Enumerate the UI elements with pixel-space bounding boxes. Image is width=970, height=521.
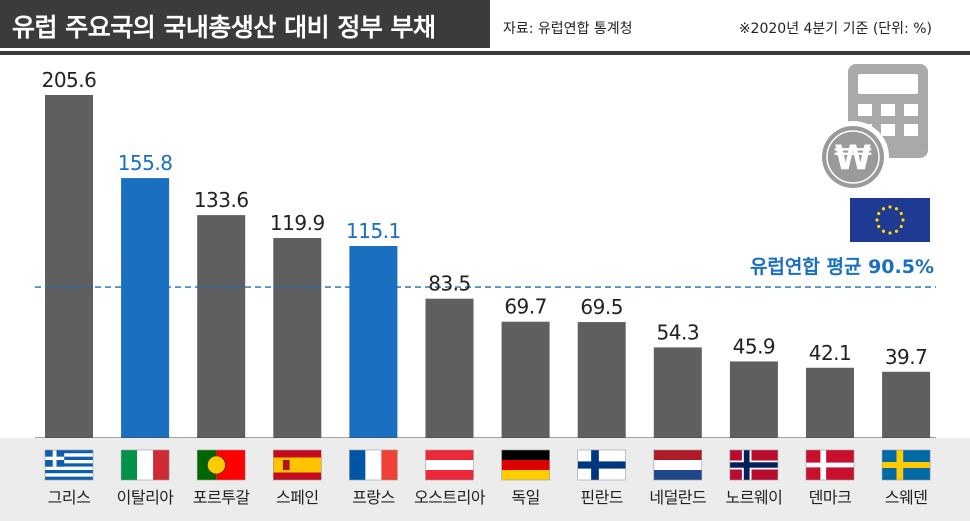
unit-note: ※2020년 4분기 기준 (단위: %)	[738, 21, 932, 37]
category-label: 독일	[511, 488, 539, 507]
eu-flag-icon	[850, 198, 930, 242]
category-label: 네덜란드	[649, 488, 706, 507]
greece-flag-icon	[44, 449, 94, 481]
italy-flag-icon	[120, 449, 170, 481]
category-label: 핀란드	[580, 488, 623, 507]
bar	[425, 298, 474, 438]
bar	[653, 347, 702, 438]
source-text: 자료: 유럽연합 통계청	[503, 21, 633, 37]
spain-flag-icon	[272, 449, 322, 481]
category-label: 프랑스	[352, 488, 395, 507]
bar	[121, 178, 170, 438]
netherlands-flag-icon	[653, 449, 703, 481]
category-label: 노르웨이	[725, 488, 782, 507]
header-rule	[0, 51, 970, 55]
data-label: 45.9	[733, 334, 776, 358]
category-label: 스페인	[276, 488, 319, 507]
category-label: 오스트리아	[414, 488, 486, 507]
won-coin-icon: ₩	[817, 121, 889, 193]
data-label: 42.1	[809, 341, 852, 365]
bar	[882, 371, 931, 438]
category-label: 이탈리아	[117, 488, 175, 507]
finland-flag-icon	[577, 449, 627, 481]
average-label: 유럽연합 평균 90.5%	[750, 256, 934, 278]
average-name: 유럽연합 평균	[750, 256, 868, 278]
data-label: 133.6	[194, 188, 249, 212]
austria-flag-icon	[425, 449, 474, 481]
category-label: 그리스	[48, 488, 91, 507]
data-label: 119.9	[270, 211, 325, 235]
category-label: 덴마크	[809, 488, 852, 507]
svg-text:₩: ₩	[834, 138, 872, 178]
data-label: 155.8	[118, 151, 173, 175]
data-label: 39.7	[885, 345, 928, 369]
data-label: 83.5	[428, 272, 471, 296]
bar	[806, 367, 854, 438]
category-label: 포르투갈	[193, 488, 251, 507]
category-label: 스웨덴	[885, 488, 928, 507]
france-flag-icon	[349, 449, 398, 481]
norway-flag-icon	[729, 449, 779, 481]
sweden-flag-icon	[881, 449, 931, 481]
data-label: 115.1	[346, 219, 401, 243]
data-label: 69.7	[504, 295, 547, 319]
bar	[577, 322, 626, 438]
title-banner: 유럽 주요국의 국내총생산 대비 정부 부채	[0, 0, 490, 48]
bar	[273, 237, 322, 438]
germany-flag-icon	[501, 449, 550, 481]
bar	[349, 245, 398, 438]
data-label: 205.6	[42, 68, 97, 92]
bar	[729, 361, 778, 438]
bar	[501, 321, 550, 438]
denmark-flag-icon	[805, 449, 855, 481]
data-label: 54.3	[657, 320, 700, 344]
data-label: 69.5	[580, 295, 623, 319]
bar	[45, 95, 93, 438]
bar	[197, 215, 246, 438]
portugal-flag-icon	[196, 449, 246, 481]
chart-title: 유럽 주요국의 국내총생산 대비 정부 부채	[12, 13, 436, 42]
average-value: 90.5%	[868, 256, 934, 278]
